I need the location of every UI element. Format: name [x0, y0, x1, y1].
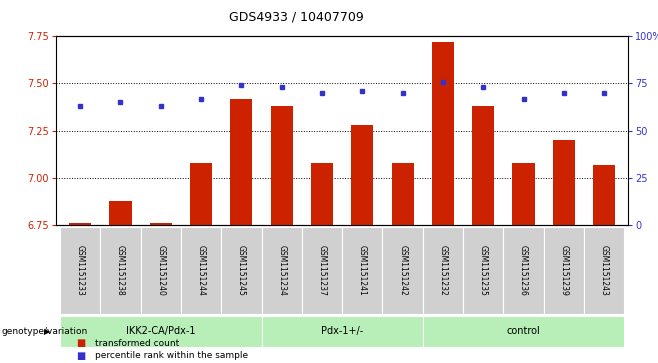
Bar	[553, 140, 575, 225]
Text: Pdx-1+/-: Pdx-1+/-	[321, 326, 363, 336]
Bar	[69, 223, 91, 225]
Bar	[261, 227, 302, 314]
Bar	[190, 163, 212, 225]
Bar	[544, 227, 584, 314]
Bar	[584, 227, 624, 314]
Text: ▶: ▶	[44, 327, 51, 336]
Bar	[141, 227, 181, 314]
Bar	[351, 125, 373, 225]
Text: GSM1151242: GSM1151242	[398, 245, 407, 296]
Text: GSM1151233: GSM1151233	[76, 245, 85, 296]
Text: GSM1151243: GSM1151243	[599, 245, 609, 296]
Bar	[302, 227, 342, 314]
Text: percentile rank within the sample: percentile rank within the sample	[95, 351, 249, 360]
Bar	[261, 316, 423, 347]
Bar	[423, 227, 463, 314]
Bar	[221, 227, 261, 314]
Bar	[181, 227, 221, 314]
Bar	[593, 165, 615, 225]
Bar	[463, 227, 503, 314]
Text: ■: ■	[76, 338, 85, 348]
Bar	[230, 99, 253, 225]
Bar	[342, 227, 382, 314]
Bar	[503, 227, 544, 314]
Text: GSM1151244: GSM1151244	[197, 245, 205, 296]
Text: GDS4933 / 10407709: GDS4933 / 10407709	[229, 11, 363, 24]
Text: GSM1151241: GSM1151241	[358, 245, 367, 296]
Text: genotype/variation: genotype/variation	[1, 327, 88, 336]
Text: ■: ■	[76, 351, 85, 361]
Text: GSM1151237: GSM1151237	[318, 245, 326, 296]
Bar	[109, 200, 132, 225]
Bar	[472, 106, 494, 225]
Bar	[149, 223, 172, 225]
Text: GSM1151234: GSM1151234	[277, 245, 286, 296]
Text: IKK2-CA/Pdx-1: IKK2-CA/Pdx-1	[126, 326, 195, 336]
Text: GSM1151245: GSM1151245	[237, 245, 246, 296]
Text: GSM1151239: GSM1151239	[559, 245, 569, 296]
Text: GSM1151236: GSM1151236	[519, 245, 528, 296]
Bar	[392, 163, 414, 225]
Text: GSM1151232: GSM1151232	[438, 245, 447, 296]
Text: GSM1151235: GSM1151235	[479, 245, 488, 296]
Text: control: control	[507, 326, 540, 336]
Bar	[311, 163, 333, 225]
Bar	[382, 227, 423, 314]
Text: GSM1151238: GSM1151238	[116, 245, 125, 296]
Text: GSM1151240: GSM1151240	[156, 245, 165, 296]
Bar	[60, 227, 100, 314]
Bar	[60, 316, 261, 347]
Bar	[432, 42, 454, 225]
Bar	[270, 106, 293, 225]
Bar	[513, 163, 535, 225]
Bar	[100, 227, 141, 314]
Text: transformed count: transformed count	[95, 339, 180, 347]
Bar	[423, 316, 624, 347]
